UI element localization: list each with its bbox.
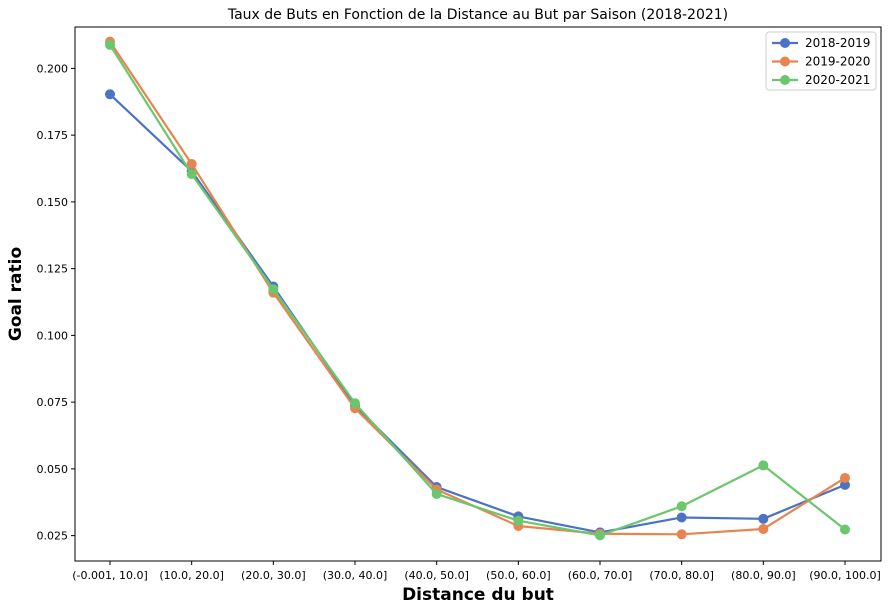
series-2018-2019 — [105, 89, 850, 538]
series-2019-2020 — [105, 36, 850, 540]
y-tick-label: 0.150 — [37, 196, 69, 209]
x-tick-label: (50.0, 60.0] — [486, 569, 551, 582]
x-axis-label: Distance du but — [402, 585, 554, 605]
series-2020-2021 — [105, 39, 850, 541]
x-tick-label: (60.0, 70.0] — [568, 569, 633, 582]
series-layer — [105, 36, 850, 541]
legend-label: 2020-2021 — [805, 73, 870, 87]
y-axis-ticks: 0.025 0.050 0.075 0.100 0.125 0.150 0.175 0.200 — [37, 62, 75, 543]
data-point — [268, 284, 279, 295]
y-tick-label: 0.100 — [37, 329, 69, 342]
x-tick-label: (20.0, 30.0] — [241, 569, 306, 582]
x-tick-label: (10.0, 20.0] — [159, 569, 224, 582]
data-point — [595, 530, 605, 541]
legend-label: 2018-2019 — [805, 36, 870, 50]
legend-marker — [780, 75, 790, 85]
data-point — [186, 158, 197, 169]
data-point — [431, 488, 442, 499]
data-point — [758, 523, 769, 534]
x-tick-label: (70.0, 80.0] — [649, 569, 714, 582]
legend-marker — [780, 38, 790, 48]
y-axis-label: Goal ratio — [6, 247, 26, 341]
legend-label: 2019-2020 — [805, 55, 870, 69]
series-line — [109, 44, 846, 537]
data-point — [105, 39, 115, 50]
series-line — [109, 93, 846, 534]
data-point — [840, 524, 850, 535]
data-point — [840, 472, 850, 483]
plot-area-frame — [74, 26, 882, 562]
data-point — [350, 398, 360, 409]
y-tick-label: 0.075 — [37, 396, 69, 409]
x-tick-label: (30.0, 40.0] — [323, 569, 388, 582]
data-point — [676, 529, 687, 540]
x-tick-label: (-0.001, 10.0] — [72, 569, 148, 582]
y-tick-label: 0.125 — [37, 263, 69, 276]
x-tick-label: (90.0, 100.0] — [809, 569, 881, 582]
y-tick-label: 0.200 — [37, 62, 69, 75]
data-point — [676, 512, 687, 523]
legend: 2018-2019 2019-2020 2020-2021 — [765, 31, 877, 91]
y-tick-label: 0.175 — [37, 129, 69, 142]
legend-box — [765, 31, 877, 91]
chart-title: Taux de Buts en Fonction de la Distance … — [227, 7, 728, 23]
data-point — [840, 479, 850, 490]
data-point — [105, 89, 115, 100]
x-tick-label: (40.0, 50.0] — [404, 569, 469, 582]
data-point — [758, 513, 769, 524]
series-line — [109, 41, 846, 536]
data-point — [186, 169, 197, 180]
x-tick-label: (80.0, 90.0] — [731, 569, 796, 582]
data-point — [513, 515, 524, 526]
data-point — [758, 460, 769, 471]
data-point — [676, 501, 687, 512]
x-axis-ticks: (-0.001, 10.0] (10.0, 20.0] (20.0, 30.0] (3… — [72, 561, 881, 582]
y-tick-label: 0.050 — [37, 463, 69, 476]
legend-marker — [780, 56, 790, 67]
y-tick-label: 0.025 — [37, 530, 69, 543]
